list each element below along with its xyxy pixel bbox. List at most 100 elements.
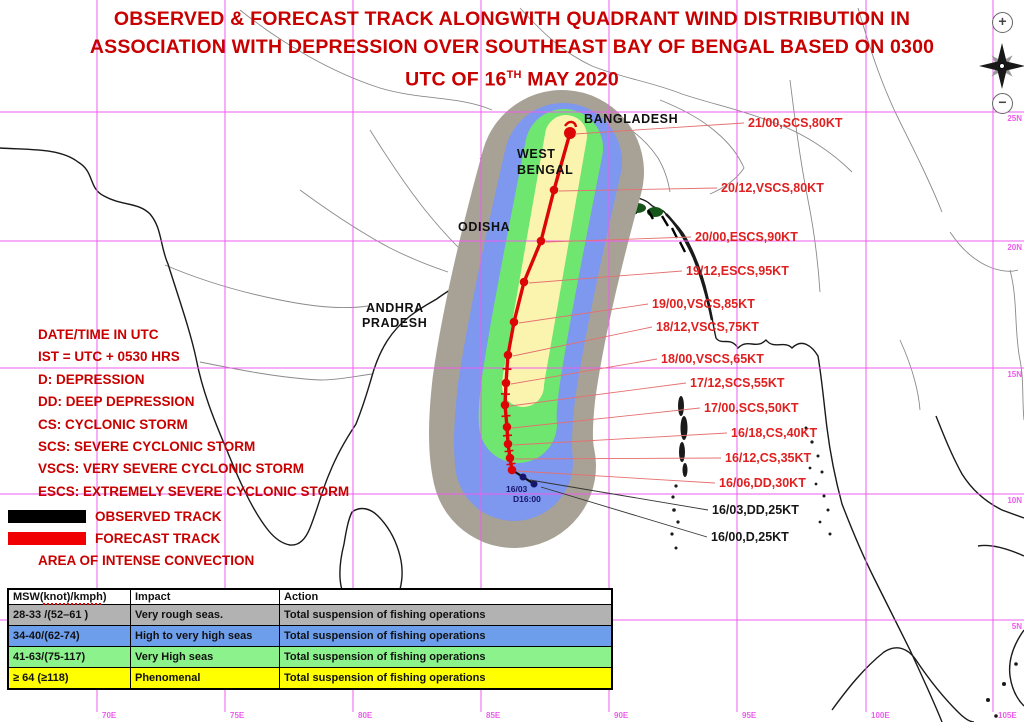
table-header: MSW(knot)/kmph) <box>7 588 131 605</box>
forecast-point <box>564 127 576 139</box>
wind-tick <box>504 449 514 453</box>
table-header: Impact <box>130 588 280 605</box>
forecast-point <box>503 439 513 449</box>
convection-area-label: AREA OF INTENSE CONVECTION <box>38 553 255 568</box>
wind-warning-table: MSW(knot)/kmph) Impact Action 28-33 /(52–6… <box>7 588 613 690</box>
compass-icon[interactable] <box>979 43 1024 89</box>
observed-track-legend: OBSERVED TRACK <box>8 509 222 524</box>
forecast-point <box>509 317 519 327</box>
table-row: ≥ 64 (≥118) Phenomenal Total suspension of… <box>7 667 613 690</box>
leader-line <box>528 270 683 284</box>
table-cell: Total suspension of fishing operations <box>279 625 613 647</box>
leader-line <box>558 187 718 192</box>
uncertainty-cone <box>429 90 644 548</box>
legend-line: DATE/TIME IN UTC <box>38 327 159 342</box>
track-point-label: 16/06,DD,30KT <box>719 476 806 490</box>
wind-tick <box>502 367 512 371</box>
start-id-label: D16:00 <box>513 494 541 504</box>
legend-line: SCS: SEVERE CYCLONIC STORM <box>38 439 256 455</box>
leader-line <box>510 358 658 385</box>
leader-line <box>511 407 701 429</box>
place-label: BENGAL <box>517 163 573 177</box>
latitude-label: 5N <box>1012 622 1022 631</box>
track-point-label: 17/00,SCS,50KT <box>704 401 799 415</box>
longitude-label: 95E <box>742 711 757 720</box>
forecast-track-legend: FORECAST TRACK <box>8 531 220 546</box>
latitude-label: 20N <box>1007 243 1022 252</box>
table-cell: Total suspension of fishing operations <box>279 667 613 690</box>
title-line-3: UTC OF 16TH MAY 2020 <box>405 68 619 91</box>
table-cell: Total suspension of fishing operations <box>279 646 613 668</box>
legend-line: D: DEPRESSION <box>38 371 145 387</box>
forecast-point <box>500 400 510 410</box>
table-cell: High to very high seas <box>130 625 280 647</box>
place-label: PRADESH <box>362 316 427 330</box>
place-label: ANDHRA <box>366 301 424 315</box>
track-point-label: 16/18,CS,40KT <box>731 426 818 440</box>
place-label: ODISHA <box>458 220 510 234</box>
leader-line <box>518 303 649 324</box>
wind-tick <box>502 434 513 437</box>
label-layer: 21/00,SCS,80KT 20/12,VSCS,80KT 20/00,ESCS,… <box>362 112 843 544</box>
legend-line: IST = UTC + 0530 HRS <box>38 349 180 365</box>
track-layer <box>500 120 578 488</box>
track-point-label: 17/12,SCS,55KT <box>690 376 785 390</box>
table-row: 41-63/(75-117) Very High seas Total suspen… <box>7 646 613 668</box>
start-time-label: 16/03 <box>506 484 528 494</box>
table-cell: Very rough seas. <box>130 604 280 626</box>
table-cell: Very High seas <box>130 646 280 668</box>
wind-tick <box>506 462 516 466</box>
forecast-point <box>549 185 559 195</box>
legend-line: DD: DEEP DEPRESSION <box>38 394 195 410</box>
observed-point <box>519 473 527 481</box>
map-title: OBSERVED & FORECAST TRACK ALONGWITH QUAD… <box>0 5 1024 94</box>
forecast-track-swatch <box>8 532 86 545</box>
forecast-track-label: FORECAST TRACK <box>95 531 221 546</box>
wind-tick <box>501 414 511 418</box>
observed-point <box>530 480 538 488</box>
legend-line: ESCS: EXTREMELY SEVERE CYCLONIC STORM <box>38 483 350 499</box>
forecast-point <box>507 465 517 475</box>
place-label: WEST <box>517 147 556 161</box>
leader-line <box>509 382 687 407</box>
observed-track-swatch <box>8 510 86 523</box>
track-point-label: 16/12,CS,35KT <box>725 451 812 465</box>
forecast-point <box>502 422 512 432</box>
longitude-label: 80E <box>358 711 373 720</box>
track-point-label: 19/00,VSCS,85KT <box>652 297 755 311</box>
longitude-label: 90E <box>614 711 629 720</box>
longitude-label: 105E <box>998 711 1017 720</box>
longitude-label: 100E <box>871 711 890 720</box>
place-label: BANGLADESH <box>584 112 678 126</box>
track-point-label: 18/12,VSCS,75KT <box>656 320 759 334</box>
leader-line <box>514 457 722 460</box>
zoom-out-button[interactable]: − <box>992 93 1013 114</box>
table-cell: Total suspension of fishing operations <box>279 604 613 626</box>
legend-line: CS: CYCLONIC STORM <box>38 416 188 432</box>
leader-line <box>512 432 728 446</box>
latitude-label: 15N <box>1007 370 1022 379</box>
track-point-label: 19/12,ESCS,95KT <box>686 264 789 278</box>
leader-line <box>574 122 745 135</box>
table-cell: 41-63/(75-117) <box>7 646 131 668</box>
cyclone-symbol <box>564 120 578 128</box>
leader-line <box>545 236 692 243</box>
spellcheck-squiggle <box>43 600 101 605</box>
abbreviation-legend: DATE/TIME IN UTC IST = UTC + 0530 HRS D:… <box>38 324 349 503</box>
table-cell: 34-40/(62-74) <box>7 625 131 647</box>
leader-line <box>516 470 716 484</box>
islands <box>670 396 1018 718</box>
table-row: 28-33 /(52–61 ) Very rough seas. Total sus… <box>7 604 613 626</box>
forecast-point <box>505 453 515 463</box>
forecast-point <box>536 236 546 246</box>
title-line-1: OBSERVED & FORECAST TRACK ALONGWITH QUAD… <box>113 8 911 30</box>
zoom-in-button[interactable]: + <box>992 12 1013 33</box>
longitude-label: 85E <box>486 711 501 720</box>
leader-line <box>540 486 708 538</box>
latitude-label: 25N <box>1007 114 1022 123</box>
track-point-label: 16/00,D,25KT <box>711 530 789 544</box>
forecast-point <box>519 277 529 287</box>
track-point-label: 20/12,VSCS,80KT <box>721 181 824 195</box>
legend-line: VSCS: VERY SEVERE CYCLONIC STORM <box>38 461 305 477</box>
